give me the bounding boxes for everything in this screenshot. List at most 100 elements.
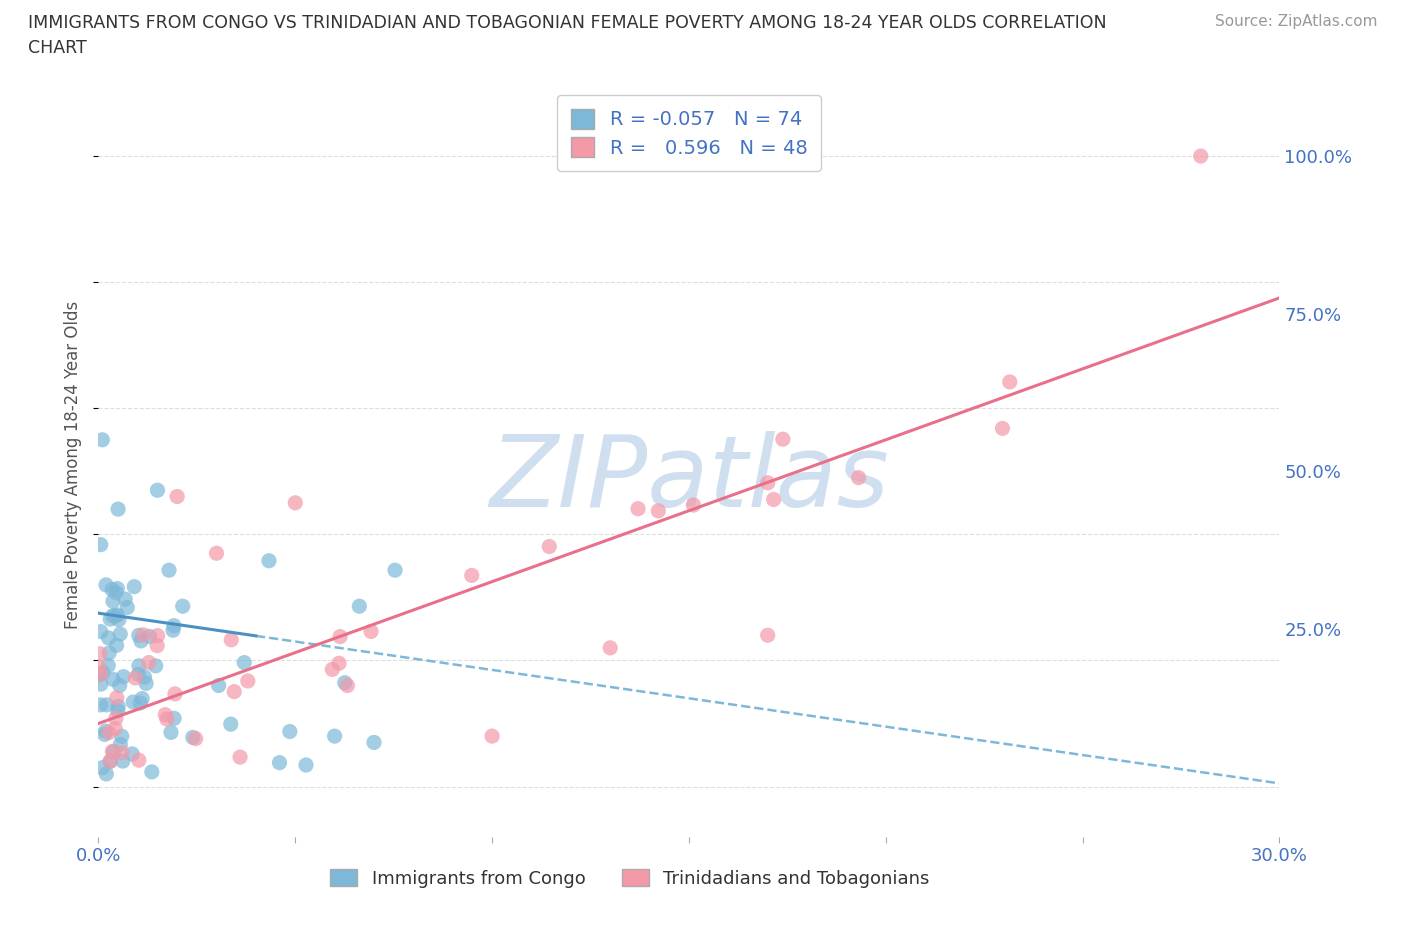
Point xyxy=(121,747,143,762)
Point xyxy=(481,729,503,744)
Point xyxy=(181,730,204,745)
Point xyxy=(163,686,186,701)
Point xyxy=(107,501,129,516)
Point xyxy=(91,432,114,447)
Point xyxy=(229,750,252,764)
Point xyxy=(89,646,111,661)
Point xyxy=(98,754,121,769)
Legend: Immigrants from Congo, Trinidadians and Tobagonians: Immigrants from Congo, Trinidadians and … xyxy=(323,862,936,895)
Point xyxy=(141,764,163,779)
Point xyxy=(117,600,139,615)
Point xyxy=(219,717,242,732)
Point xyxy=(991,421,1014,436)
Point xyxy=(110,627,132,642)
Point xyxy=(94,724,117,738)
Point xyxy=(90,677,112,692)
Point xyxy=(87,659,110,674)
Text: CHART: CHART xyxy=(28,39,87,57)
Point xyxy=(998,375,1021,390)
Point xyxy=(257,553,280,568)
Point xyxy=(111,729,134,744)
Point xyxy=(284,496,307,511)
Point xyxy=(329,629,352,644)
Point xyxy=(328,656,350,671)
Point xyxy=(97,631,120,645)
Point xyxy=(184,731,207,746)
Point xyxy=(101,582,124,597)
Point xyxy=(114,591,136,606)
Point xyxy=(104,721,127,736)
Point xyxy=(96,766,118,781)
Point xyxy=(111,745,134,760)
Point xyxy=(135,676,157,691)
Point xyxy=(219,632,242,647)
Point xyxy=(156,711,179,726)
Point xyxy=(647,503,669,518)
Point xyxy=(105,690,128,705)
Point xyxy=(224,684,246,699)
Point xyxy=(104,608,127,623)
Point xyxy=(772,432,794,446)
Point xyxy=(627,501,650,516)
Point xyxy=(163,711,186,725)
Point xyxy=(146,638,169,653)
Point xyxy=(105,581,128,596)
Point xyxy=(138,655,160,670)
Point xyxy=(295,758,318,773)
Point xyxy=(90,667,112,682)
Point xyxy=(538,539,561,554)
Point xyxy=(145,658,167,673)
Point xyxy=(278,724,301,739)
Point xyxy=(363,735,385,750)
Point xyxy=(207,678,229,693)
Point xyxy=(107,699,129,714)
Point xyxy=(93,727,115,742)
Point xyxy=(91,760,114,775)
Point xyxy=(236,673,259,688)
Point xyxy=(127,667,149,682)
Point xyxy=(599,641,621,656)
Point xyxy=(101,672,124,687)
Point xyxy=(98,645,121,660)
Y-axis label: Female Poverty Among 18-24 Year Olds: Female Poverty Among 18-24 Year Olds xyxy=(65,301,83,629)
Point xyxy=(104,585,127,600)
Point xyxy=(98,612,121,627)
Point xyxy=(103,744,125,759)
Point xyxy=(160,725,183,740)
Point xyxy=(323,729,346,744)
Point xyxy=(104,711,127,725)
Text: ZIPatlas: ZIPatlas xyxy=(489,432,889,528)
Point xyxy=(124,671,146,685)
Point xyxy=(756,628,779,643)
Point xyxy=(349,599,371,614)
Point xyxy=(756,475,779,490)
Point xyxy=(321,662,343,677)
Point xyxy=(146,629,169,644)
Point xyxy=(384,563,406,578)
Point xyxy=(163,618,186,633)
Point xyxy=(90,624,112,639)
Point xyxy=(155,707,177,722)
Point xyxy=(94,578,117,592)
Point xyxy=(105,638,128,653)
Point xyxy=(112,670,135,684)
Point xyxy=(90,698,112,712)
Point xyxy=(128,658,150,673)
Point xyxy=(205,546,228,561)
Point xyxy=(269,755,291,770)
Point xyxy=(128,628,150,643)
Point xyxy=(682,498,704,512)
Point xyxy=(110,737,132,752)
Point xyxy=(1189,149,1212,164)
Point xyxy=(98,754,121,769)
Point xyxy=(172,599,194,614)
Point xyxy=(108,612,131,627)
Point xyxy=(138,629,160,644)
Point xyxy=(101,744,124,759)
Point xyxy=(360,624,382,639)
Text: Source: ZipAtlas.com: Source: ZipAtlas.com xyxy=(1215,14,1378,29)
Point xyxy=(96,698,118,712)
Point xyxy=(461,568,484,583)
Point xyxy=(233,655,256,670)
Point xyxy=(129,696,152,711)
